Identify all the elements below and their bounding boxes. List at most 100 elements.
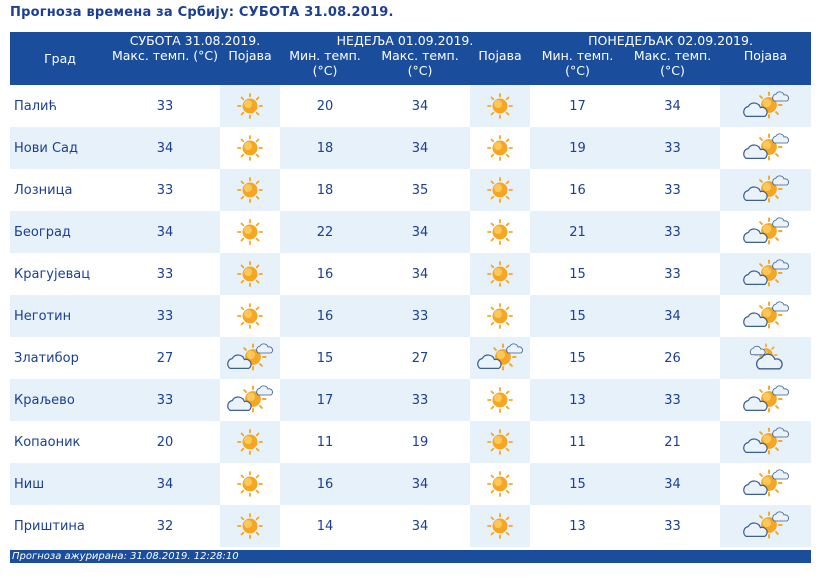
partly-cloudy-icon <box>720 131 811 165</box>
sun-icon <box>470 469 530 499</box>
day3-max-temp: 34 <box>625 85 721 127</box>
sun-icon <box>470 301 530 331</box>
city-name: Београд <box>10 211 110 253</box>
table-row: Копаоник 20 11 19 11 21 <box>10 421 812 463</box>
page-title: Прогноза времена за Србију: СУБОТА 31.08… <box>10 5 394 20</box>
day1-icon-cell <box>220 421 280 463</box>
day3-min-temp: 16 <box>530 169 626 211</box>
day3-icon-cell <box>720 463 812 505</box>
footer-updated-text: Прогноза ажурирана: 31.08.2019. 12:28:10 <box>12 551 239 562</box>
day2-icon-cell <box>470 127 531 169</box>
day3-icon-cell <box>720 337 812 379</box>
day1-max-temp: 34 <box>110 127 220 169</box>
day2-max-temp: 19 <box>370 421 470 463</box>
day2-max-temp: 34 <box>370 211 470 253</box>
day2-min-temp: 20 <box>280 85 370 127</box>
cloudy-sun-icon <box>720 341 811 375</box>
day3-max-temp: 33 <box>625 169 721 211</box>
day3-min-temp: 19 <box>530 127 626 169</box>
day1-header: СУБОТА 31.08.2019. <box>110 32 280 48</box>
city-name: Ниш <box>10 463 110 505</box>
sun-icon <box>470 259 530 289</box>
day1-max-temp: 27 <box>110 337 220 379</box>
table-row: Нови Сад 34 18 34 19 33 <box>10 127 812 169</box>
day3-min-temp: 15 <box>530 253 626 295</box>
footer-updated: Прогноза ажурирана: 31.08.2019. 12:28:10 <box>10 550 811 563</box>
city-name: Краљево <box>10 379 110 421</box>
day3-min-temp: 15 <box>530 463 626 505</box>
sun-icon <box>470 91 530 121</box>
sun-icon <box>220 511 280 541</box>
table-row: Лозница 33 18 35 16 33 <box>10 169 812 211</box>
partly-cloudy-icon <box>220 383 280 417</box>
day1-icon-cell <box>220 379 280 421</box>
day1-max-temp: 33 <box>110 253 220 295</box>
day1-icon-cell <box>220 169 280 211</box>
table-row: Златибор 27 15 27 15 26 <box>10 337 812 379</box>
day2-max-temp: 34 <box>370 127 470 169</box>
day2-max-header: Макс. темп. (°C) <box>370 48 470 85</box>
day2-phenomenon-header: Појава <box>470 48 531 85</box>
day1-max-temp: 20 <box>110 421 220 463</box>
day2-min-temp: 11 <box>280 421 370 463</box>
city-name: Палић <box>10 85 110 127</box>
table-row: Крагујевац 33 16 34 15 33 <box>10 253 812 295</box>
day2-icon-cell <box>470 295 531 337</box>
sun-icon <box>220 427 280 457</box>
day1-icon-cell <box>220 127 280 169</box>
partly-cloudy-icon <box>720 467 811 501</box>
day3-max-temp: 33 <box>625 253 721 295</box>
day2-icon-cell <box>470 211 531 253</box>
day3-min-temp: 15 <box>530 295 626 337</box>
day3-header: ПОНЕДЕЉАК 02.09.2019. <box>530 32 812 48</box>
day1-icon-cell <box>220 463 280 505</box>
day2-icon-cell <box>470 505 531 547</box>
day3-max-temp: 26 <box>625 337 721 379</box>
day3-min-temp: 13 <box>530 379 626 421</box>
day2-icon-cell <box>470 85 531 127</box>
table-row: Ниш 34 16 34 15 34 <box>10 463 812 505</box>
day3-icon-cell <box>720 379 812 421</box>
sun-icon <box>220 259 280 289</box>
day2-max-temp: 33 <box>370 379 470 421</box>
partly-cloudy-icon <box>720 299 811 333</box>
sun-icon <box>470 427 530 457</box>
day3-min-temp: 15 <box>530 337 626 379</box>
day3-icon-cell <box>720 127 812 169</box>
partly-cloudy-icon <box>470 341 530 375</box>
city-name: Нови Сад <box>10 127 110 169</box>
day3-min-header: Мин. темп. (°C) <box>530 48 626 85</box>
sun-icon <box>220 133 280 163</box>
table-row: Београд 34 22 34 21 33 <box>10 211 812 253</box>
day3-icon-cell <box>720 211 812 253</box>
day3-max-temp: 33 <box>625 211 721 253</box>
day1-max-temp: 33 <box>110 295 220 337</box>
day1-max-temp: 32 <box>110 505 220 547</box>
day2-max-temp: 34 <box>370 463 470 505</box>
sun-icon <box>470 133 530 163</box>
day2-min-temp: 18 <box>280 169 370 211</box>
day2-icon-cell <box>470 337 531 379</box>
day3-max-temp: 33 <box>625 127 721 169</box>
day2-icon-cell <box>470 169 531 211</box>
day2-icon-cell <box>470 253 531 295</box>
day3-icon-cell <box>720 85 812 127</box>
partly-cloudy-icon <box>720 257 811 291</box>
day3-icon-cell <box>720 421 812 463</box>
sun-icon <box>220 469 280 499</box>
day2-icon-cell <box>470 379 531 421</box>
day3-icon-cell <box>720 253 812 295</box>
partly-cloudy-icon <box>220 341 280 375</box>
day2-max-temp: 27 <box>370 337 470 379</box>
day1-icon-cell <box>220 253 280 295</box>
day1-icon-cell <box>220 337 280 379</box>
partly-cloudy-icon <box>720 383 811 417</box>
city-name: Златибор <box>10 337 110 379</box>
day2-min-temp: 17 <box>280 379 370 421</box>
table-row: Приштина 32 14 34 13 33 <box>10 505 812 547</box>
day3-phenomenon-header: Појава <box>720 48 812 85</box>
day1-max-header: Макс. темп. (°C) <box>110 48 220 85</box>
day2-header: НЕДЕЉА 01.09.2019. <box>280 32 531 48</box>
city-name: Крагујевац <box>10 253 110 295</box>
day1-max-temp: 33 <box>110 169 220 211</box>
